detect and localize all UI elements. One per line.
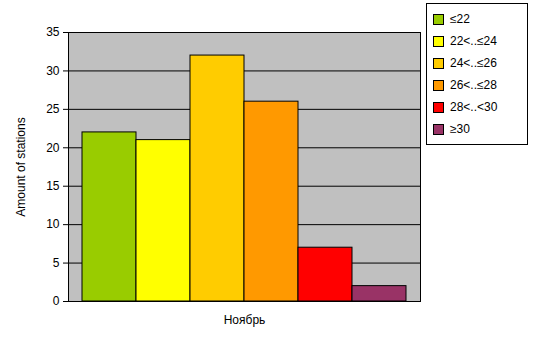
svg-text:15: 15 [46, 179, 60, 193]
html-text:≥30: ≥30 [450, 122, 470, 136]
html-text:24<..≤26: 24<..≤26 [450, 56, 497, 70]
html-text:26<..≤28: 26<..≤28 [450, 78, 497, 92]
svg-text:20: 20 [46, 141, 60, 155]
svg-text:0: 0 [53, 294, 60, 308]
svg-text:35: 35 [46, 25, 60, 39]
svg-text:10: 10 [46, 217, 60, 231]
svg-text:30: 30 [46, 64, 60, 78]
html-text:≤22: ≤22 [450, 12, 470, 26]
html-text:22<..≤24: 22<..≤24 [450, 34, 497, 48]
svg-text:25: 25 [46, 102, 60, 116]
svg-text:Amount of stations: Amount of stations [14, 117, 28, 216]
svg-text:Ноябрь: Ноябрь [224, 313, 266, 327]
html-text:28<..<30: 28<..<30 [450, 100, 498, 114]
svg-text:5: 5 [53, 256, 60, 270]
